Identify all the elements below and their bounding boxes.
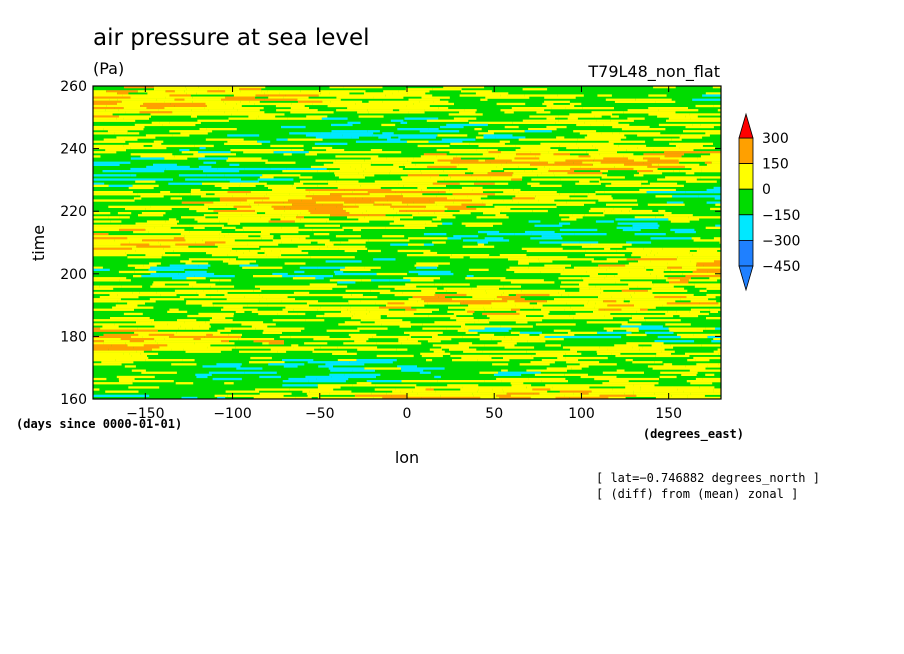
colorbar-max-triangle — [738, 112, 754, 139]
y-tick-label: 220 — [60, 204, 87, 220]
colorbar-label: −150 — [762, 208, 800, 224]
y-tick-label: 200 — [60, 267, 87, 283]
x-tick-label: −100 — [213, 406, 251, 422]
latitude-note: [ lat=−0.746882 degrees_north ] — [596, 471, 820, 485]
x-units-label: (degrees_east) — [643, 427, 744, 442]
x-tick-label: 100 — [568, 406, 595, 422]
y-tick-label: 160 — [60, 392, 87, 408]
y-tick-label: 240 — [60, 142, 87, 158]
colorbar-box — [738, 163, 754, 190]
colorbar-box — [738, 188, 754, 216]
x-tick-label: 0 — [403, 406, 412, 422]
heatmap-field — [93, 86, 721, 399]
x-tick-label: −50 — [305, 406, 335, 422]
y-units-label: (days since 0000-01-01) — [16, 417, 182, 431]
y-tick-label: 260 — [60, 79, 87, 95]
x-axis-label: lon — [395, 448, 419, 467]
units-label: (Pa) — [93, 59, 124, 78]
chart-title: air pressure at sea level — [93, 25, 370, 51]
colorbar-box — [738, 239, 754, 267]
colorbar: 300 150 0 −150 −300 −450 — [738, 112, 800, 292]
y-tick-label: 180 — [60, 329, 87, 345]
x-tick-label: −150 — [126, 406, 164, 422]
colorbar-label: 0 — [762, 182, 771, 198]
colorbar-label: 150 — [762, 157, 789, 173]
colorbar-box — [738, 214, 754, 241]
x-tick-label: 150 — [655, 406, 682, 422]
colorbar-min-triangle — [738, 265, 754, 292]
colorbar-label: 300 — [762, 131, 789, 147]
colorbar-label: −300 — [762, 233, 800, 249]
y-axis-label: time — [29, 225, 48, 261]
run-label: T79L48_non_flat — [587, 62, 720, 82]
y-axis: 160 180 200 220 240 260 — [60, 79, 721, 408]
colorbar-label: −450 — [762, 259, 800, 275]
colorbar-box — [738, 137, 754, 165]
diff-note: [ (diff) from (mean) zonal ] — [596, 487, 798, 501]
x-tick-label: 50 — [485, 406, 503, 422]
x-axis: −150 −100 −50 0 50 100 150 — [126, 86, 682, 422]
